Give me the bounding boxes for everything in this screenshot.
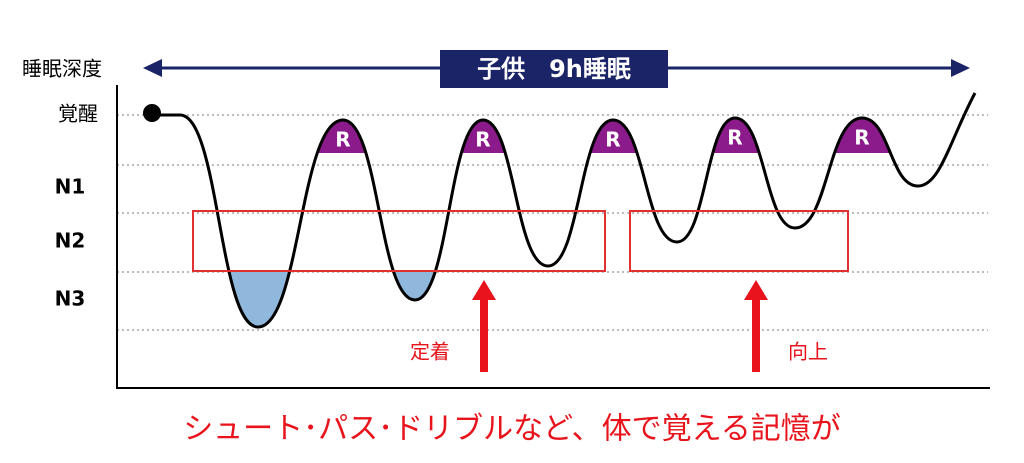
level-label: N2 xyxy=(55,229,86,253)
axis-title: 睡眠深度 xyxy=(22,57,102,81)
axes xyxy=(116,85,990,389)
level-label: N3 xyxy=(55,287,86,311)
highlight-box xyxy=(629,210,849,272)
rem-label: R xyxy=(475,128,490,152)
rem-label: R xyxy=(854,126,869,150)
highlight-box xyxy=(192,210,606,272)
caption: シュート･パス･ドリブルなど、体で覚える記憶が xyxy=(183,412,841,447)
rem-label: R xyxy=(727,126,742,150)
red-arrows xyxy=(472,280,768,372)
banner-text: 子供 9h睡眠 xyxy=(477,55,631,83)
annotation: 定着 xyxy=(410,340,450,364)
annotation: 向上 xyxy=(788,340,828,364)
deep-fill xyxy=(200,272,450,327)
sleep-curve xyxy=(152,92,977,329)
rem-label: R xyxy=(605,128,620,152)
level-label: N1 xyxy=(55,175,86,199)
level-label: 覚醒 xyxy=(58,102,98,126)
banner-box xyxy=(440,50,668,88)
rem-label: R xyxy=(335,128,350,152)
rem-fill xyxy=(300,118,900,153)
start-dot xyxy=(143,104,161,122)
level-lines xyxy=(117,114,988,331)
